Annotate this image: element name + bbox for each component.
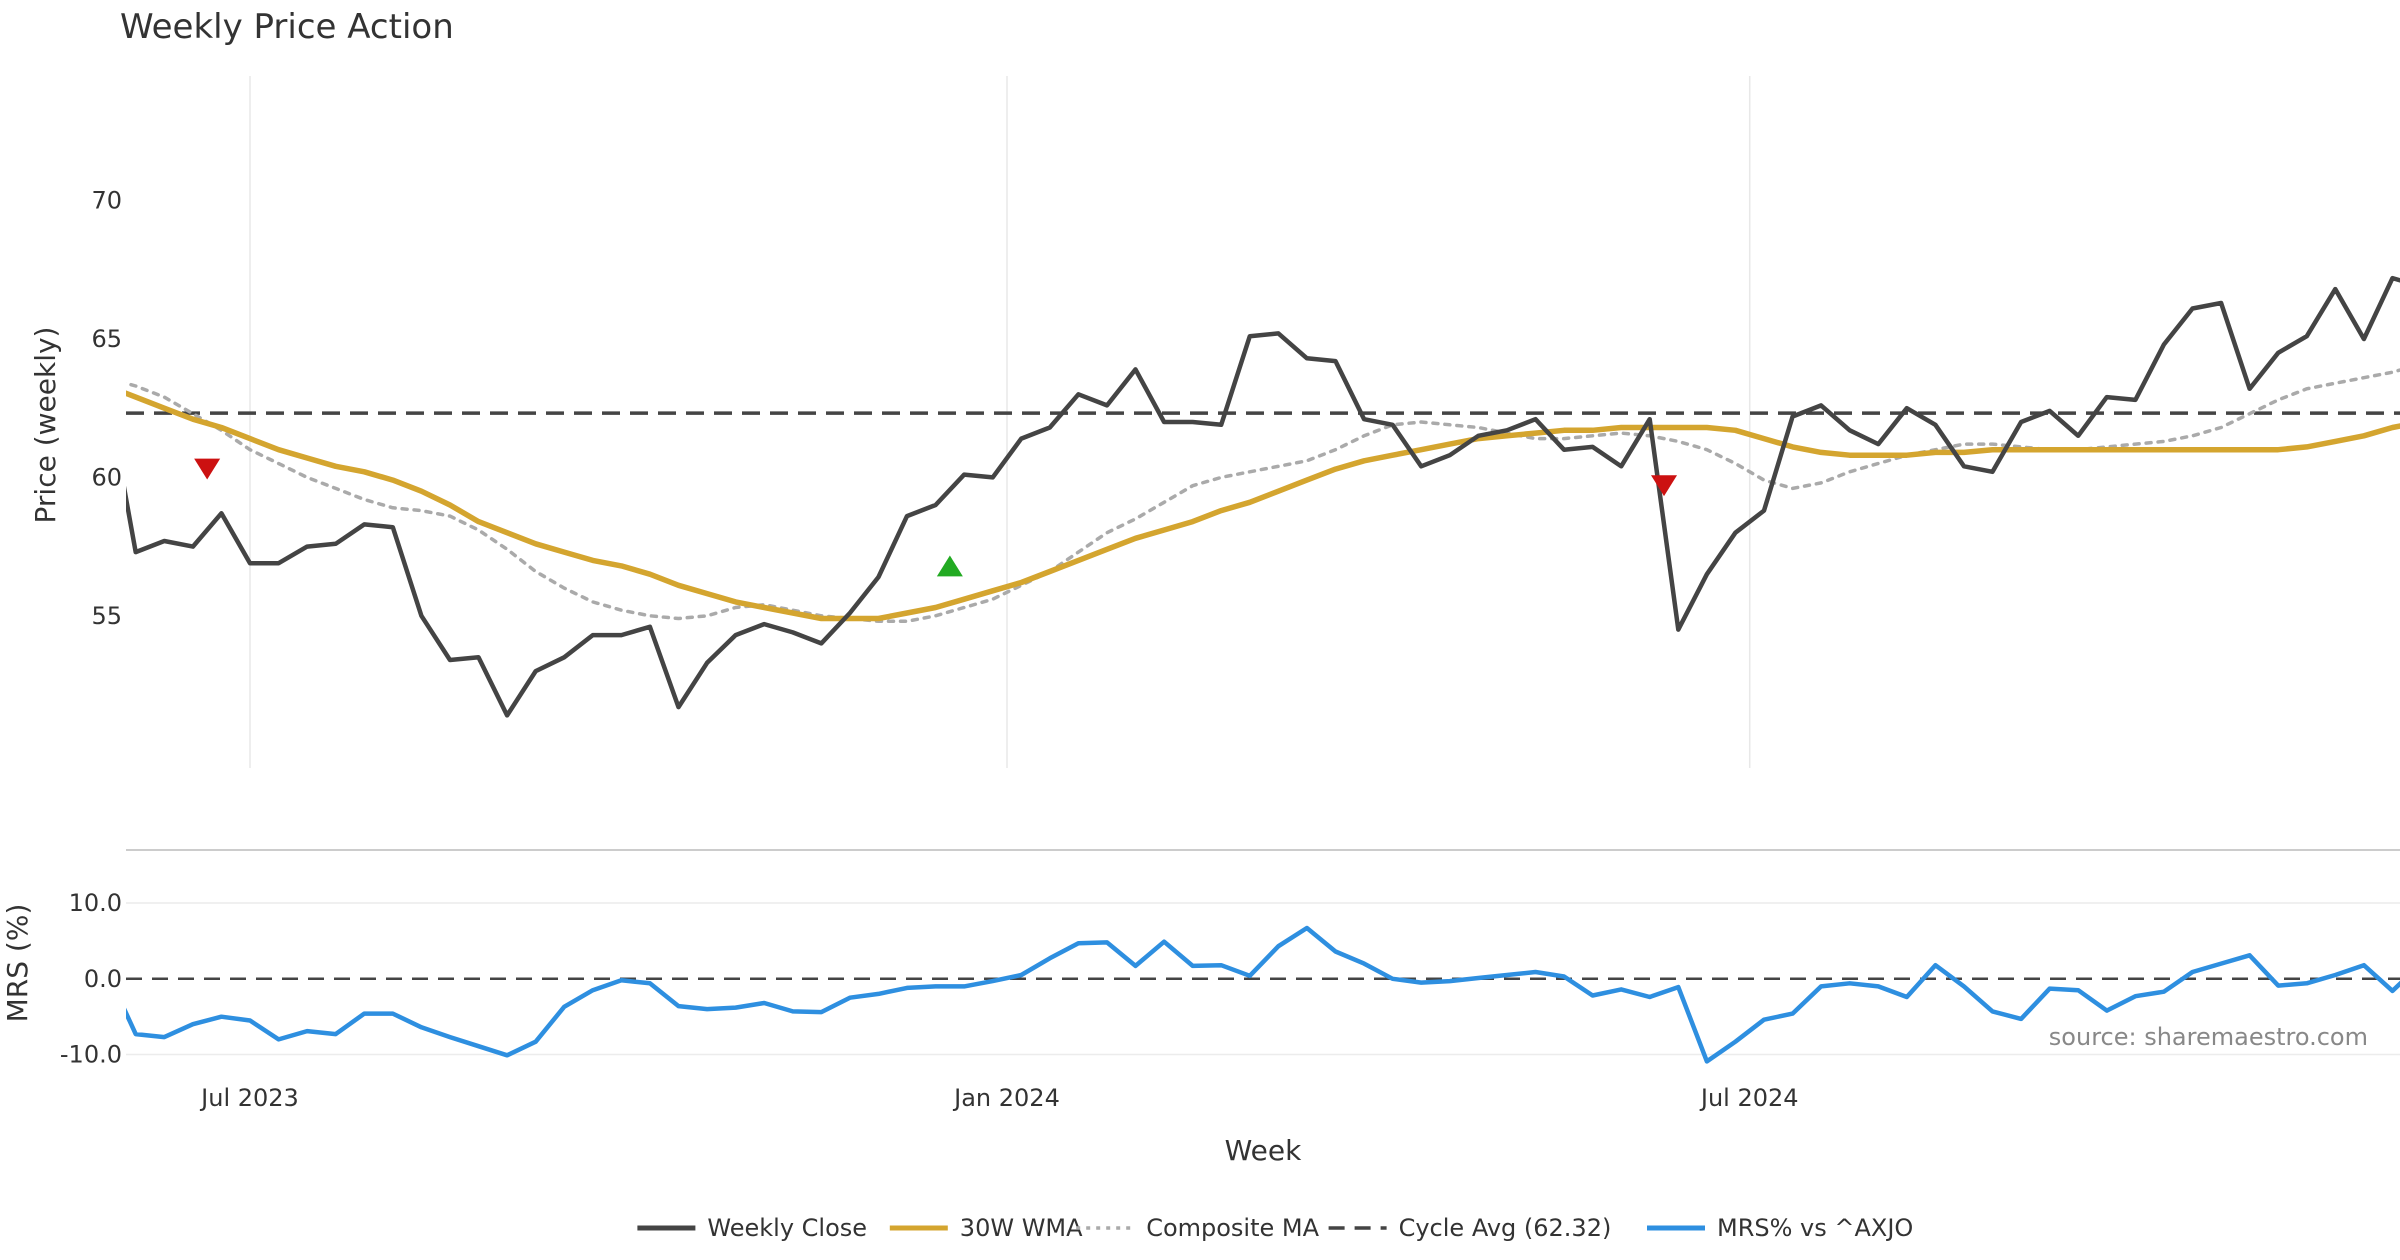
- main-gridlines: [249, 76, 1751, 768]
- mrs-y-axis-label: MRS (%): [1, 904, 34, 1023]
- y-tick-label: 10.0: [69, 889, 122, 917]
- mrs-series: [126, 925, 2400, 1064]
- chart-title: Weekly Price Action: [120, 7, 454, 47]
- main-y-ticks: 55 60 65 70: [91, 187, 122, 630]
- series-30w-wma: [126, 390, 2400, 622]
- y-tick-label: 0.0: [84, 965, 122, 993]
- series-weekly-close: [126, 275, 2400, 718]
- source-watermark: source: sharemaestro.com: [2049, 1023, 2368, 1051]
- y-tick-label: -10.0: [60, 1041, 122, 1069]
- y-tick-label: 70: [91, 187, 122, 215]
- signal-markers: [194, 458, 1678, 577]
- legend-label: Cycle Avg (62.32): [1399, 1214, 1612, 1242]
- main-series: [126, 275, 2400, 718]
- x-tick-label: Jul 2024: [1699, 1084, 1799, 1112]
- sell-signal-marker: [194, 458, 221, 480]
- mrs-y-ticks: 10.0 0.0 -10.0: [60, 889, 122, 1069]
- y-tick-label: 55: [91, 602, 122, 630]
- buy-signal-marker: [936, 555, 963, 577]
- main-y-axis-label: Price (weekly): [29, 327, 62, 524]
- series-mrs-vs-axjo: [126, 925, 2400, 1064]
- x-tick-label: Jul 2023: [199, 1084, 299, 1112]
- y-tick-label: 60: [91, 463, 122, 491]
- legend-label: 30W WMA: [960, 1214, 1083, 1242]
- series-composite-ma: [126, 368, 2400, 624]
- y-tick-label: 65: [91, 325, 122, 353]
- legend: Weekly Close 30W WMA Composite MA Cycle Avg…: [637, 1214, 1913, 1242]
- legend-label: Composite MA: [1146, 1214, 1319, 1242]
- x-axis-label: Week: [1225, 1134, 1302, 1167]
- legend-label: Weekly Close: [707, 1214, 867, 1242]
- sell-signal-marker: [1651, 475, 1678, 497]
- legend-label: MRS% vs ^AXJO: [1717, 1214, 1913, 1242]
- x-tick-label: Jan 2024: [952, 1084, 1060, 1112]
